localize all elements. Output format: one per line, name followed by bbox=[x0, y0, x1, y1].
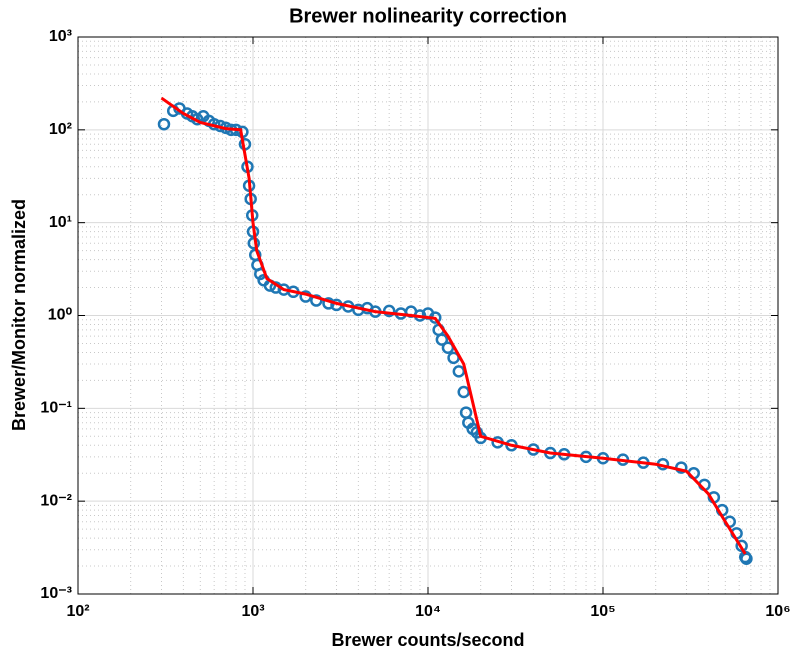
scatter-point bbox=[157, 117, 171, 131]
scatter-point bbox=[310, 294, 323, 307]
y-tick-label: 10³ bbox=[49, 28, 72, 45]
y-tick-label: 10⁻² bbox=[40, 492, 72, 509]
x-tick-label: 10² bbox=[66, 603, 89, 620]
y-tick-label: 10¹ bbox=[49, 214, 72, 231]
scatter-point bbox=[452, 365, 466, 378]
chart-title: Brewer nolinearity correction bbox=[289, 5, 567, 27]
y-tick-label: 10⁰ bbox=[48, 307, 73, 324]
y-tick-label: 10⁻¹ bbox=[40, 400, 72, 417]
y-tick-label: 10⁻³ bbox=[40, 585, 72, 602]
plot-frame bbox=[77, 36, 779, 595]
x-tick-label: 10³ bbox=[241, 603, 264, 620]
scatter-point bbox=[382, 304, 396, 318]
y-tick-label: 10² bbox=[49, 121, 72, 138]
x-tick-label: 10⁴ bbox=[415, 603, 441, 620]
x-axis-label: Brewer counts/second bbox=[331, 630, 524, 650]
x-tick-label: 10⁵ bbox=[590, 603, 615, 620]
scatter-point bbox=[457, 385, 470, 399]
scatter-point bbox=[740, 552, 753, 565]
scatter-point bbox=[435, 333, 449, 346]
fit-line bbox=[160, 96, 747, 555]
x-tick-label: 10⁶ bbox=[765, 603, 790, 620]
y-axis-label: Brewer/Monitor normalized bbox=[9, 199, 29, 431]
